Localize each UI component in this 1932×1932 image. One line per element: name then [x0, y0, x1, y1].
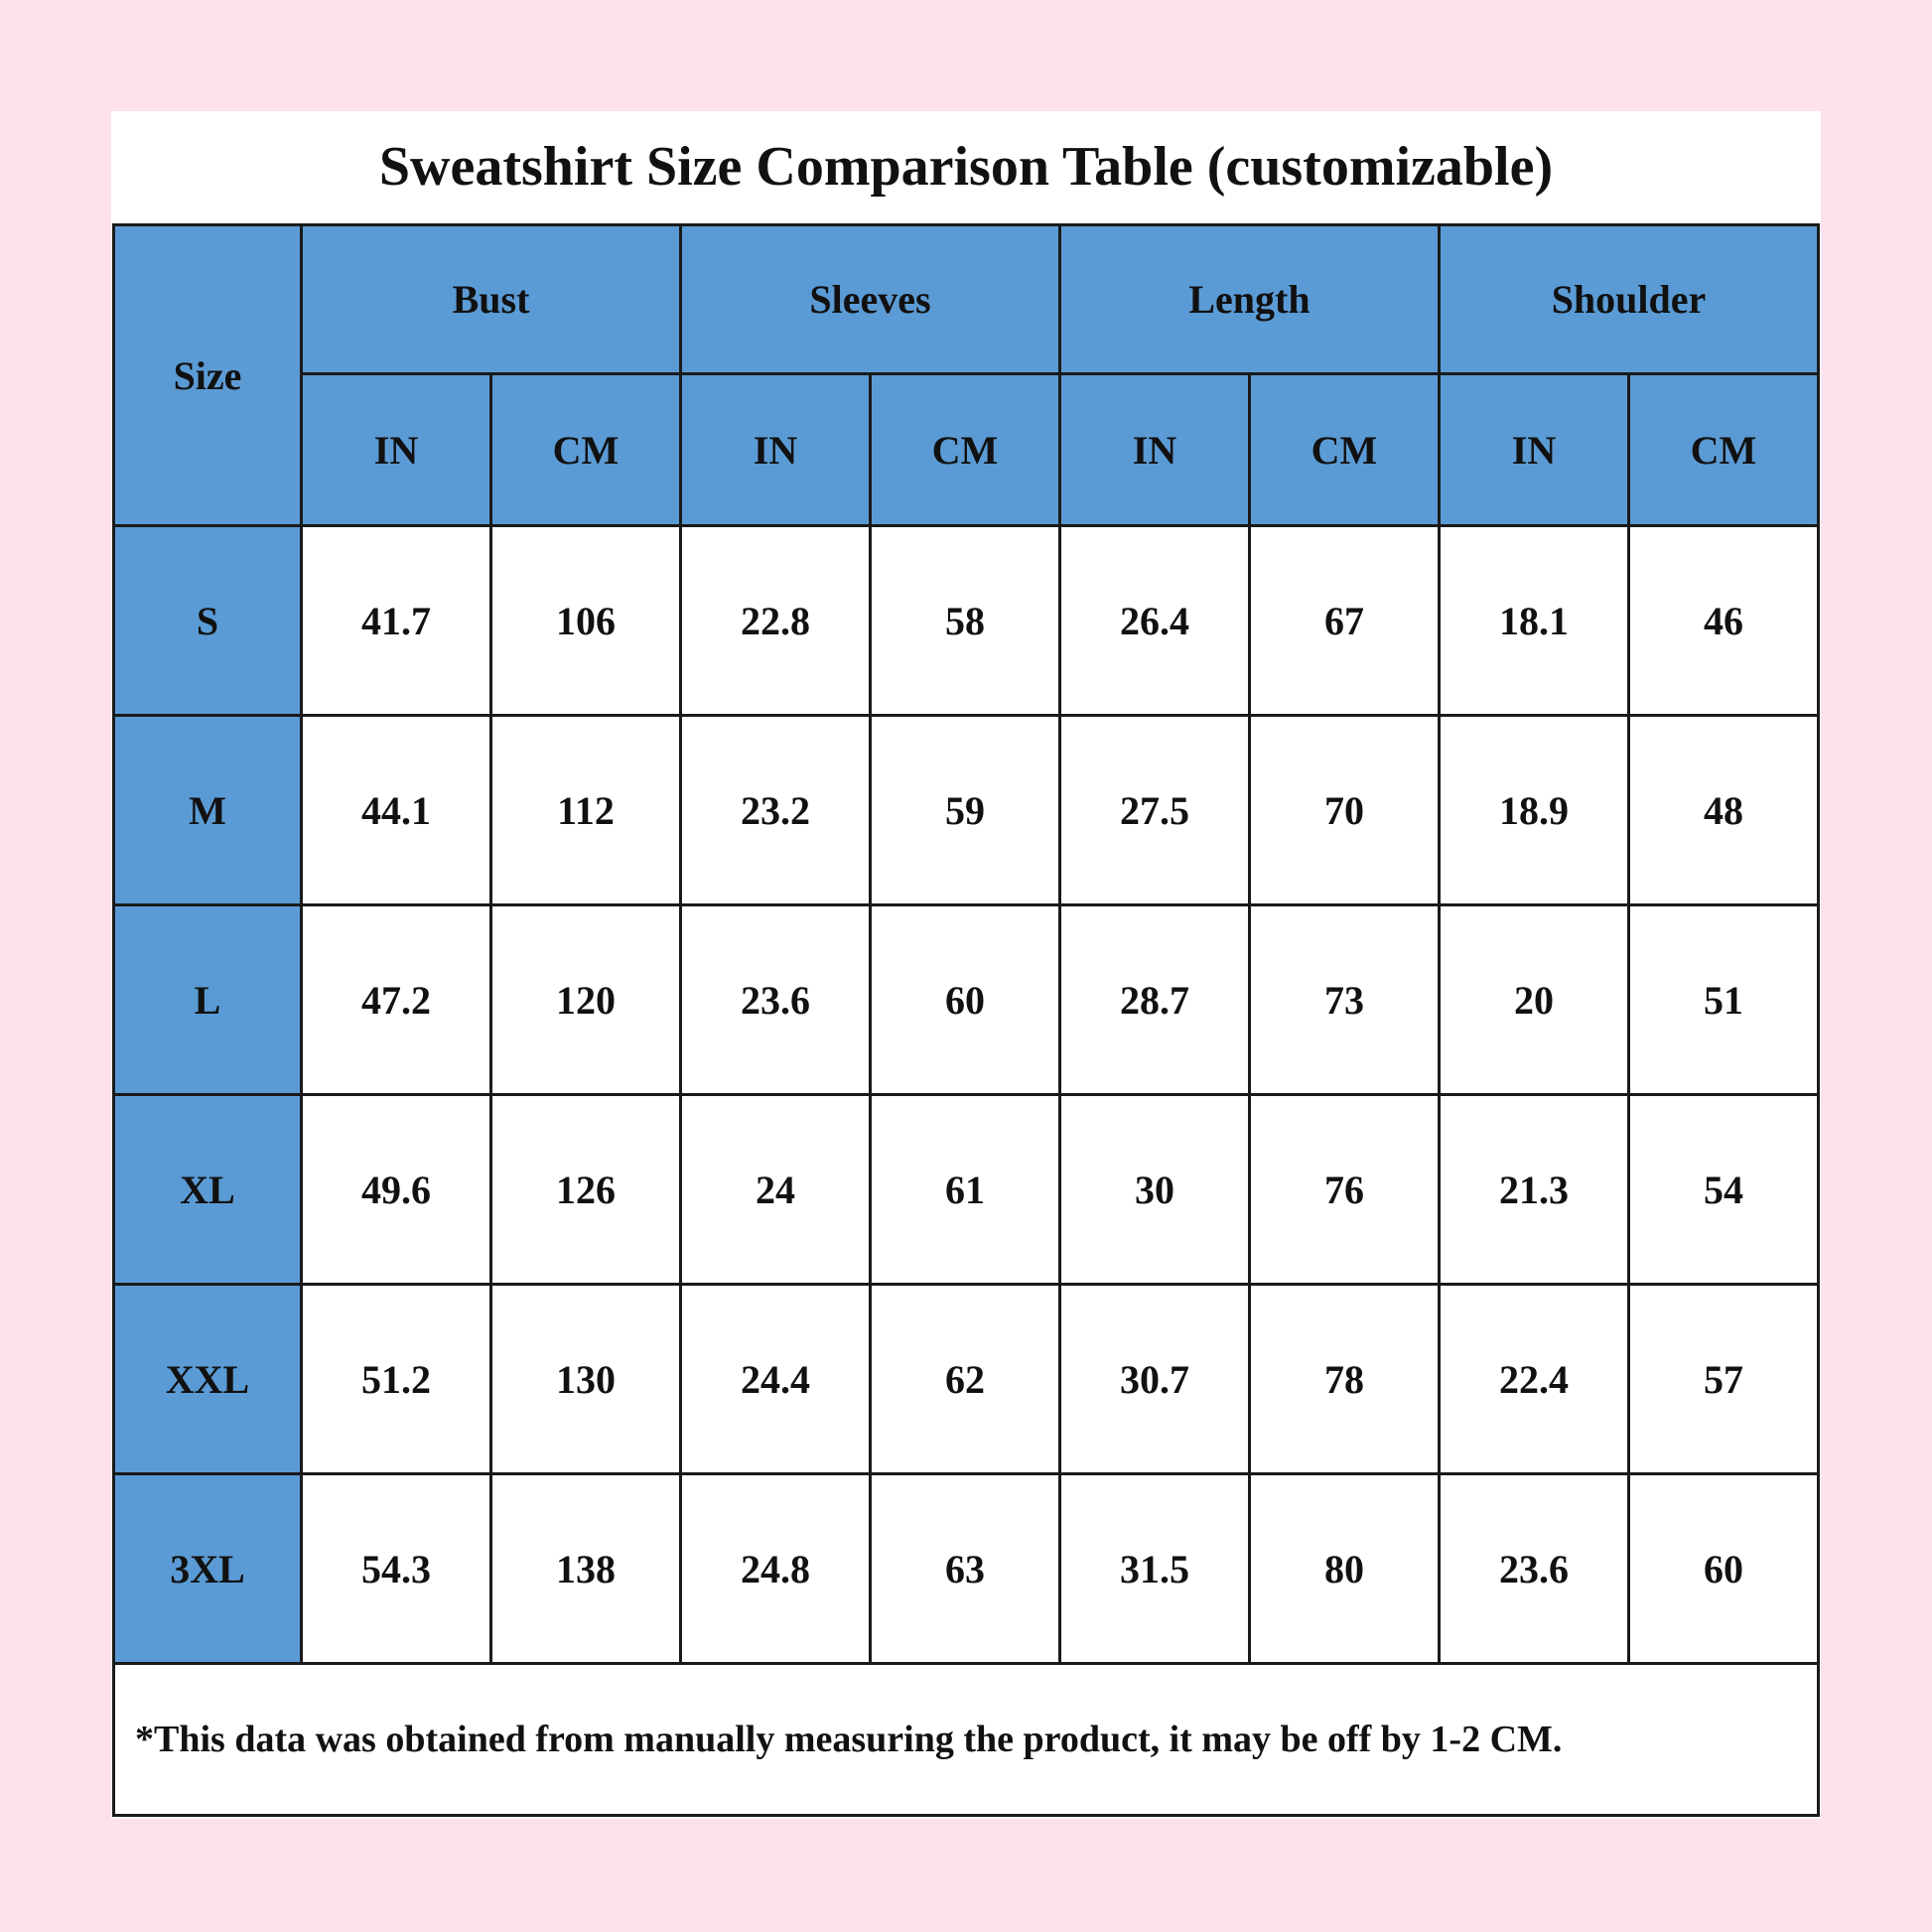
unit-header: CM [1627, 372, 1820, 527]
measurement-cell: 48 [1627, 714, 1820, 906]
measurement-cell: 24 [679, 1093, 872, 1286]
measurement-cell: 62 [869, 1283, 1061, 1475]
size-label: M [112, 714, 303, 906]
measurement-cell: 112 [489, 714, 682, 906]
group-header-bust: Bust [300, 223, 682, 375]
measurement-cell: 70 [1248, 714, 1441, 906]
measurement-cell: 46 [1627, 524, 1820, 717]
group-header-length: Length [1058, 223, 1441, 375]
measurement-cell: 58 [869, 524, 1061, 717]
measurement-cell: 24.8 [679, 1472, 872, 1665]
measurement-cell: 54.3 [300, 1472, 492, 1665]
unit-header: CM [489, 372, 682, 527]
measurement-cell: 23.2 [679, 714, 872, 906]
measurement-cell: 54 [1627, 1093, 1820, 1286]
measurement-cell: 41.7 [300, 524, 492, 717]
group-header-shoulder: Shoulder [1438, 223, 1820, 375]
measurement-cell: 57 [1627, 1283, 1820, 1475]
measurement-cell: 23.6 [679, 903, 872, 1096]
measurement-cell: 80 [1248, 1472, 1441, 1665]
measurement-cell: 59 [869, 714, 1061, 906]
measurement-cell: 51 [1627, 903, 1820, 1096]
unit-header: CM [1248, 372, 1441, 527]
measurement-cell: 18.1 [1438, 524, 1630, 717]
measurement-cell: 106 [489, 524, 682, 717]
measurement-cell: 22.8 [679, 524, 872, 717]
unit-header: CM [869, 372, 1061, 527]
unit-header: IN [1058, 372, 1251, 527]
measurement-cell: 126 [489, 1093, 682, 1286]
measurement-cell: 60 [1627, 1472, 1820, 1665]
measurement-cell: 44.1 [300, 714, 492, 906]
measurement-cell: 18.9 [1438, 714, 1630, 906]
measurement-cell: 24.4 [679, 1283, 872, 1475]
table-row: S 41.7 106 22.8 58 26.4 67 18.1 46 [112, 524, 1820, 717]
table-row: XL 49.6 126 24 61 30 76 21.3 54 [112, 1093, 1820, 1286]
measurement-cell: 23.6 [1438, 1472, 1630, 1665]
table-row: XXL 51.2 130 24.4 62 30.7 78 22.4 57 [112, 1283, 1820, 1475]
size-label: S [112, 524, 303, 717]
measurement-cell: 30.7 [1058, 1283, 1251, 1475]
measurement-cell: 78 [1248, 1283, 1441, 1475]
size-header: Size [112, 223, 303, 527]
measurement-cell: 26.4 [1058, 524, 1251, 717]
measurement-cell: 27.5 [1058, 714, 1251, 906]
table-row: 3XL 54.3 138 24.8 63 31.5 80 23.6 60 [112, 1472, 1820, 1665]
size-table: Size Bust Sleeves Length Shoulder IN CM IN… [112, 223, 1820, 1817]
measurement-cell: 30 [1058, 1093, 1251, 1286]
measurement-cell: 61 [869, 1093, 1061, 1286]
size-label: L [112, 903, 303, 1096]
measurement-cell: 28.7 [1058, 903, 1251, 1096]
page-title: Sweatshirt Size Comparison Table (custom… [378, 136, 1554, 198]
size-label: 3XL [112, 1472, 303, 1665]
measurement-cell: 21.3 [1438, 1093, 1630, 1286]
measurement-cell: 120 [489, 903, 682, 1096]
measurement-cell: 130 [489, 1283, 682, 1475]
size-label: XL [112, 1093, 303, 1286]
measurement-cell: 76 [1248, 1093, 1441, 1286]
size-label: XXL [112, 1283, 303, 1475]
unit-header: IN [300, 372, 492, 527]
measurement-cell: 67 [1248, 524, 1441, 717]
measurement-cell: 49.6 [300, 1093, 492, 1286]
table-row: L 47.2 120 23.6 60 28.7 73 20 51 [112, 903, 1820, 1096]
size-chart-panel: Sweatshirt Size Comparison Table (custom… [111, 111, 1821, 1819]
footnote: *This data was obtained from manually me… [112, 1662, 1820, 1817]
table-row: M 44.1 112 23.2 59 27.5 70 18.9 48 [112, 714, 1820, 906]
measurement-cell: 60 [869, 903, 1061, 1096]
unit-header: IN [1438, 372, 1630, 527]
measurement-cell: 31.5 [1058, 1472, 1251, 1665]
group-header-sleeves: Sleeves [679, 223, 1061, 375]
measurement-cell: 73 [1248, 903, 1441, 1096]
measurement-cell: 22.4 [1438, 1283, 1630, 1475]
measurement-cell: 63 [869, 1472, 1061, 1665]
measurement-cell: 20 [1438, 903, 1630, 1096]
unit-header: IN [679, 372, 872, 527]
measurement-cell: 47.2 [300, 903, 492, 1096]
measurement-cell: 51.2 [300, 1283, 492, 1475]
measurement-cell: 138 [489, 1472, 682, 1665]
